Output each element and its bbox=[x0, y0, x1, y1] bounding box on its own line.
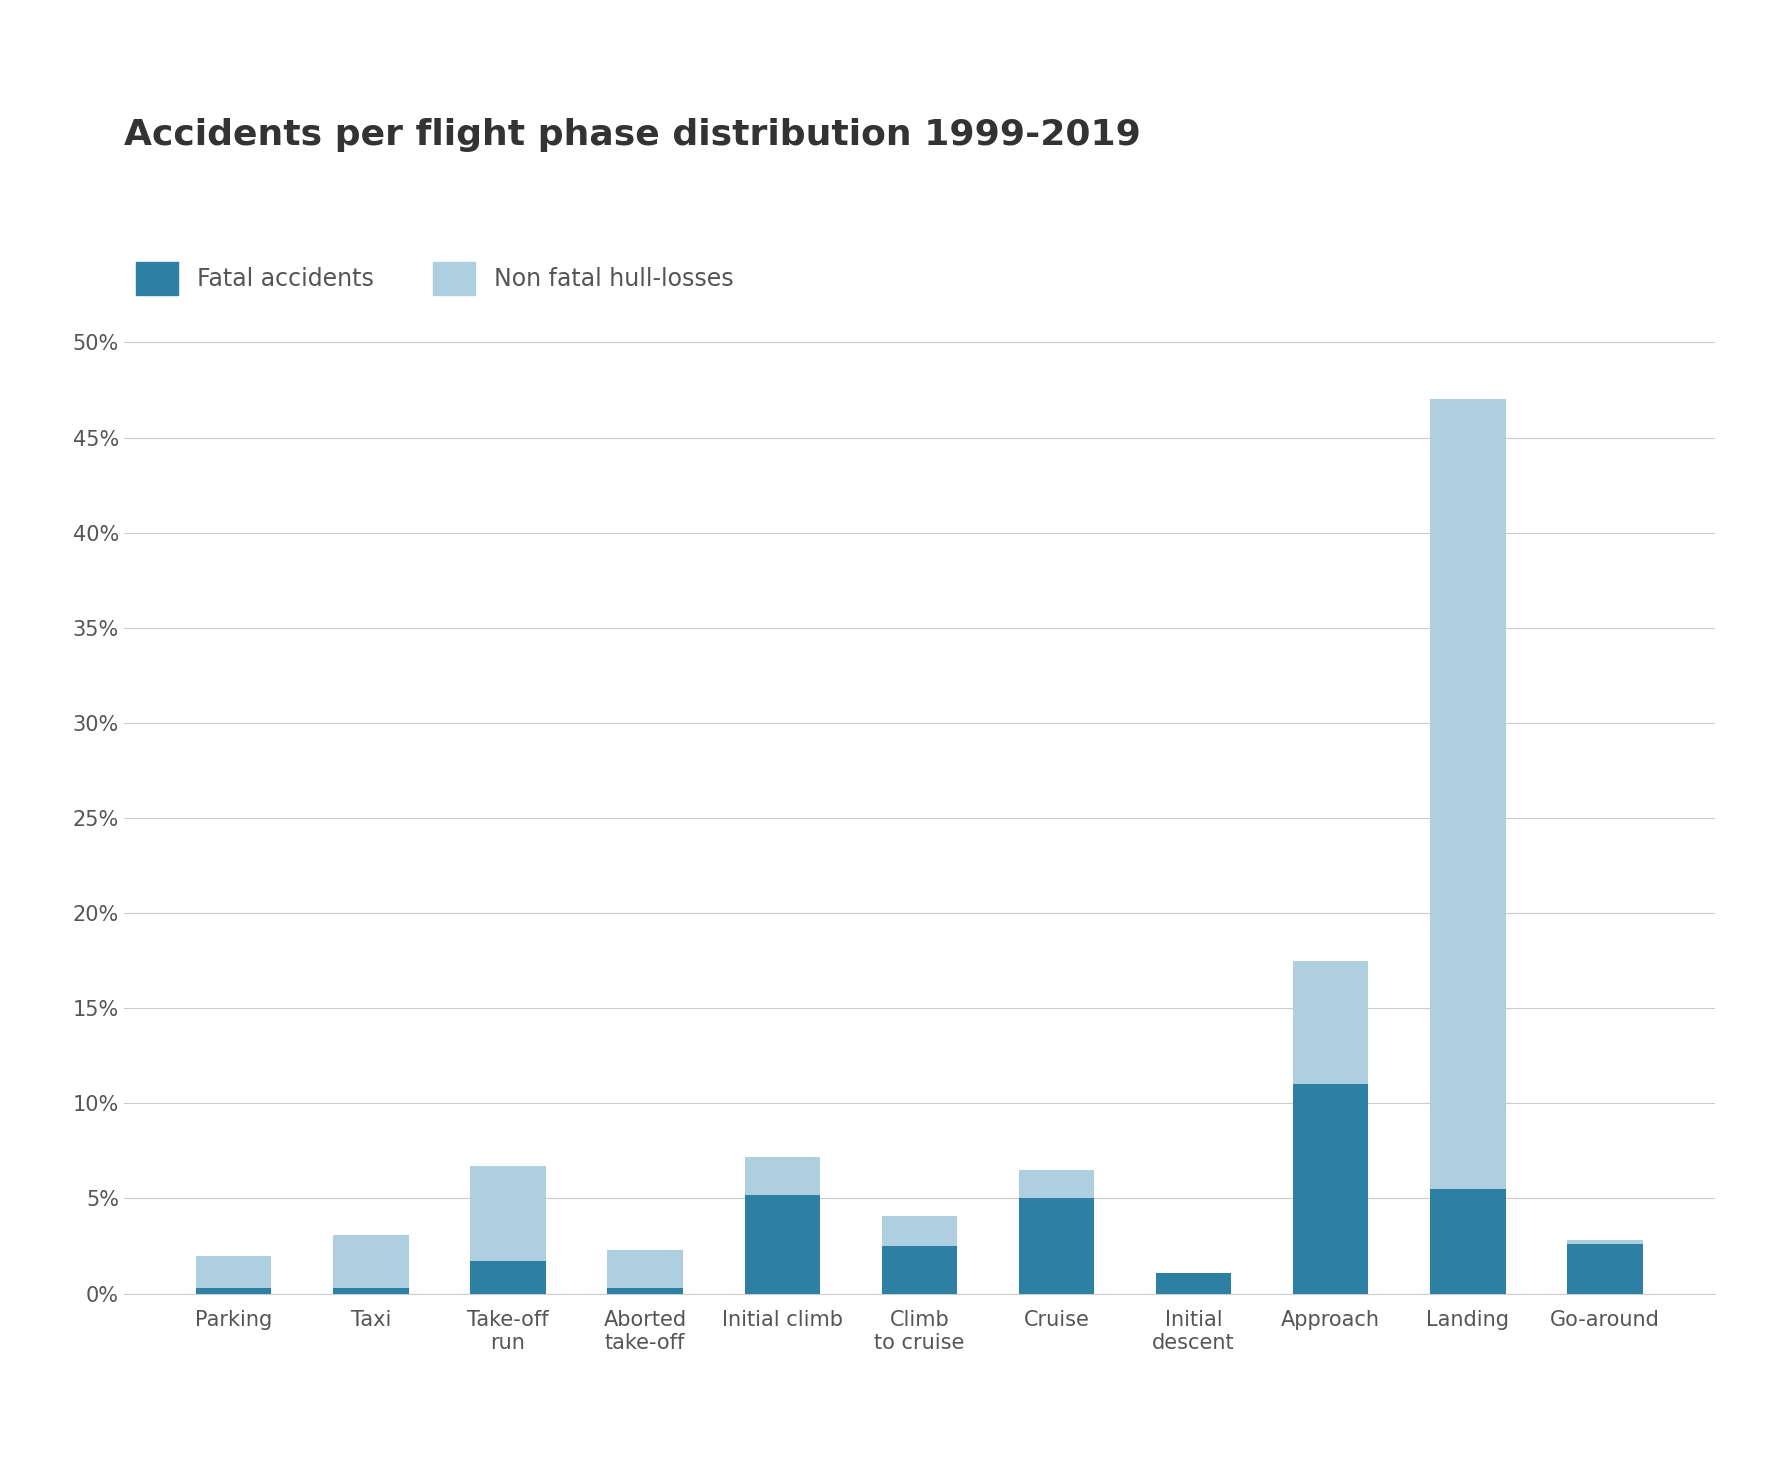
Bar bbox=[470, 1261, 546, 1294]
Bar bbox=[1566, 1241, 1642, 1294]
Legend: Fatal accidents, Non fatal hull-losses: Fatal accidents, Non fatal hull-losses bbox=[136, 262, 734, 295]
Bar bbox=[1156, 1273, 1231, 1294]
Bar bbox=[882, 1247, 956, 1294]
Bar bbox=[608, 1250, 682, 1294]
Bar bbox=[1430, 1189, 1506, 1294]
Bar bbox=[332, 1235, 408, 1294]
Bar bbox=[882, 1216, 956, 1294]
Bar bbox=[1156, 1273, 1231, 1294]
Bar bbox=[332, 1288, 408, 1294]
Text: Accidents per flight phase distribution 1999-2019: Accidents per flight phase distribution … bbox=[124, 118, 1140, 151]
Bar bbox=[1018, 1198, 1094, 1294]
Bar bbox=[1566, 1244, 1642, 1294]
Bar bbox=[1292, 1085, 1368, 1294]
Bar bbox=[1292, 961, 1368, 1294]
Bar bbox=[470, 1166, 546, 1294]
Bar bbox=[196, 1255, 272, 1294]
Bar bbox=[196, 1288, 272, 1294]
Bar bbox=[1018, 1170, 1094, 1294]
Bar bbox=[744, 1157, 820, 1294]
Bar bbox=[608, 1288, 682, 1294]
Bar bbox=[744, 1195, 820, 1294]
Bar bbox=[1430, 400, 1506, 1294]
